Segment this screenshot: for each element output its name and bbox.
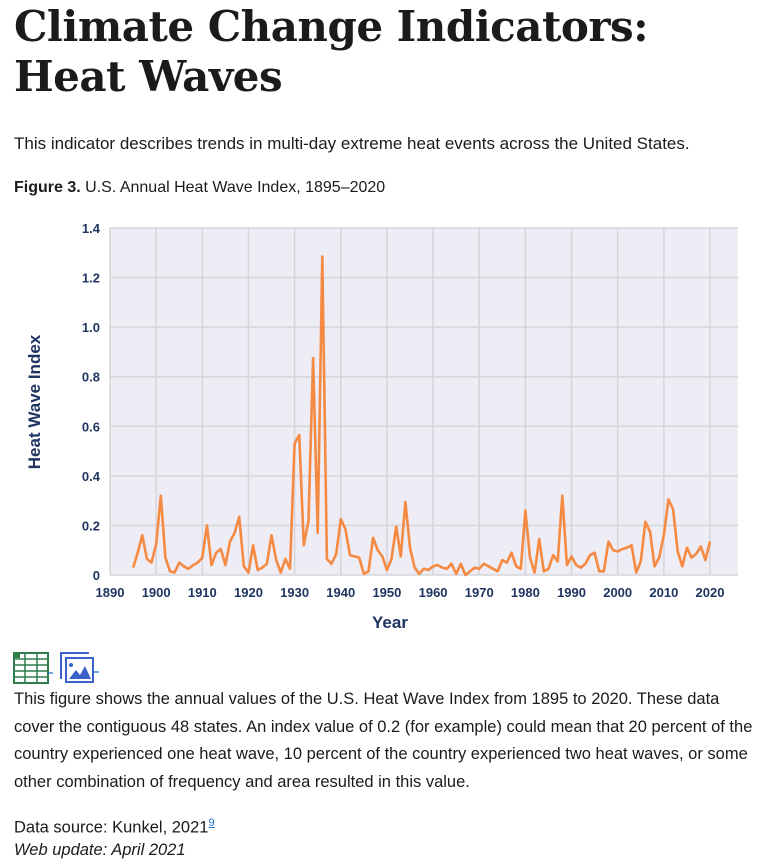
- x-tick-label: 2000: [603, 585, 632, 600]
- figure-label: Figure 3.: [14, 179, 81, 196]
- y-axis-label: Heat Wave Index: [25, 334, 44, 469]
- x-tick-label: 2020: [696, 585, 725, 600]
- intro-text: This indicator describes trends in multi…: [14, 134, 690, 153]
- y-tick-label: 0.4: [82, 469, 101, 484]
- figure-title: U.S. Annual Heat Wave Index, 1895–2020: [85, 179, 386, 196]
- figure-description: This figure shows the annual values of t…: [14, 690, 753, 791]
- page-title: Climate Change Indicators: Heat Waves: [14, 2, 649, 101]
- footnote-link[interactable]: 9: [208, 817, 215, 829]
- heat-wave-chart: 0 0.2 0.4 0.6 0.8 1.0 1.2 1.4 1890 1900 1910 1920 19…: [25, 221, 738, 632]
- x-tick-label: 1980: [511, 585, 540, 600]
- spreadsheet-icon[interactable]: [13, 652, 53, 684]
- x-tick-label: 1910: [188, 585, 217, 600]
- data-source-text: Data source: Kunkel, 2021: [14, 818, 209, 837]
- data-source: Data source: Kunkel, 20219: [14, 814, 215, 838]
- x-tick-label: 1920: [234, 585, 263, 600]
- x-tick-label: 1940: [326, 585, 355, 600]
- x-tick-label: 1990: [557, 585, 586, 600]
- download-icons: [13, 651, 99, 685]
- x-axis-label: Year: [372, 613, 408, 632]
- y-tick-label: 0.8: [82, 370, 100, 385]
- y-tick-label: 1.0: [82, 320, 100, 335]
- x-tick-label: 1900: [142, 585, 171, 600]
- plot-area: [110, 228, 738, 575]
- x-tick-label: 1960: [419, 585, 448, 600]
- x-tick-label: 1950: [372, 585, 401, 600]
- y-tick-label: 0.6: [82, 419, 100, 434]
- x-tick-label: 2010: [649, 585, 678, 600]
- y-tick-label: 1.4: [82, 221, 101, 236]
- y-tick-label: 0: [93, 568, 100, 583]
- x-tick-label: 1930: [280, 585, 309, 600]
- web-update: Web update: April 2021: [14, 841, 186, 859]
- y-tick-label: 0.2: [82, 518, 100, 533]
- series-line: [131, 255, 712, 577]
- y-tick-label: 1.2: [82, 271, 100, 286]
- x-tick-label: 1970: [465, 585, 494, 600]
- x-tick-label: 1890: [96, 585, 125, 600]
- image-icon[interactable]: [59, 651, 99, 685]
- figure-caption: Figure 3. U.S. Annual Heat Wave Index, 1…: [14, 179, 385, 197]
